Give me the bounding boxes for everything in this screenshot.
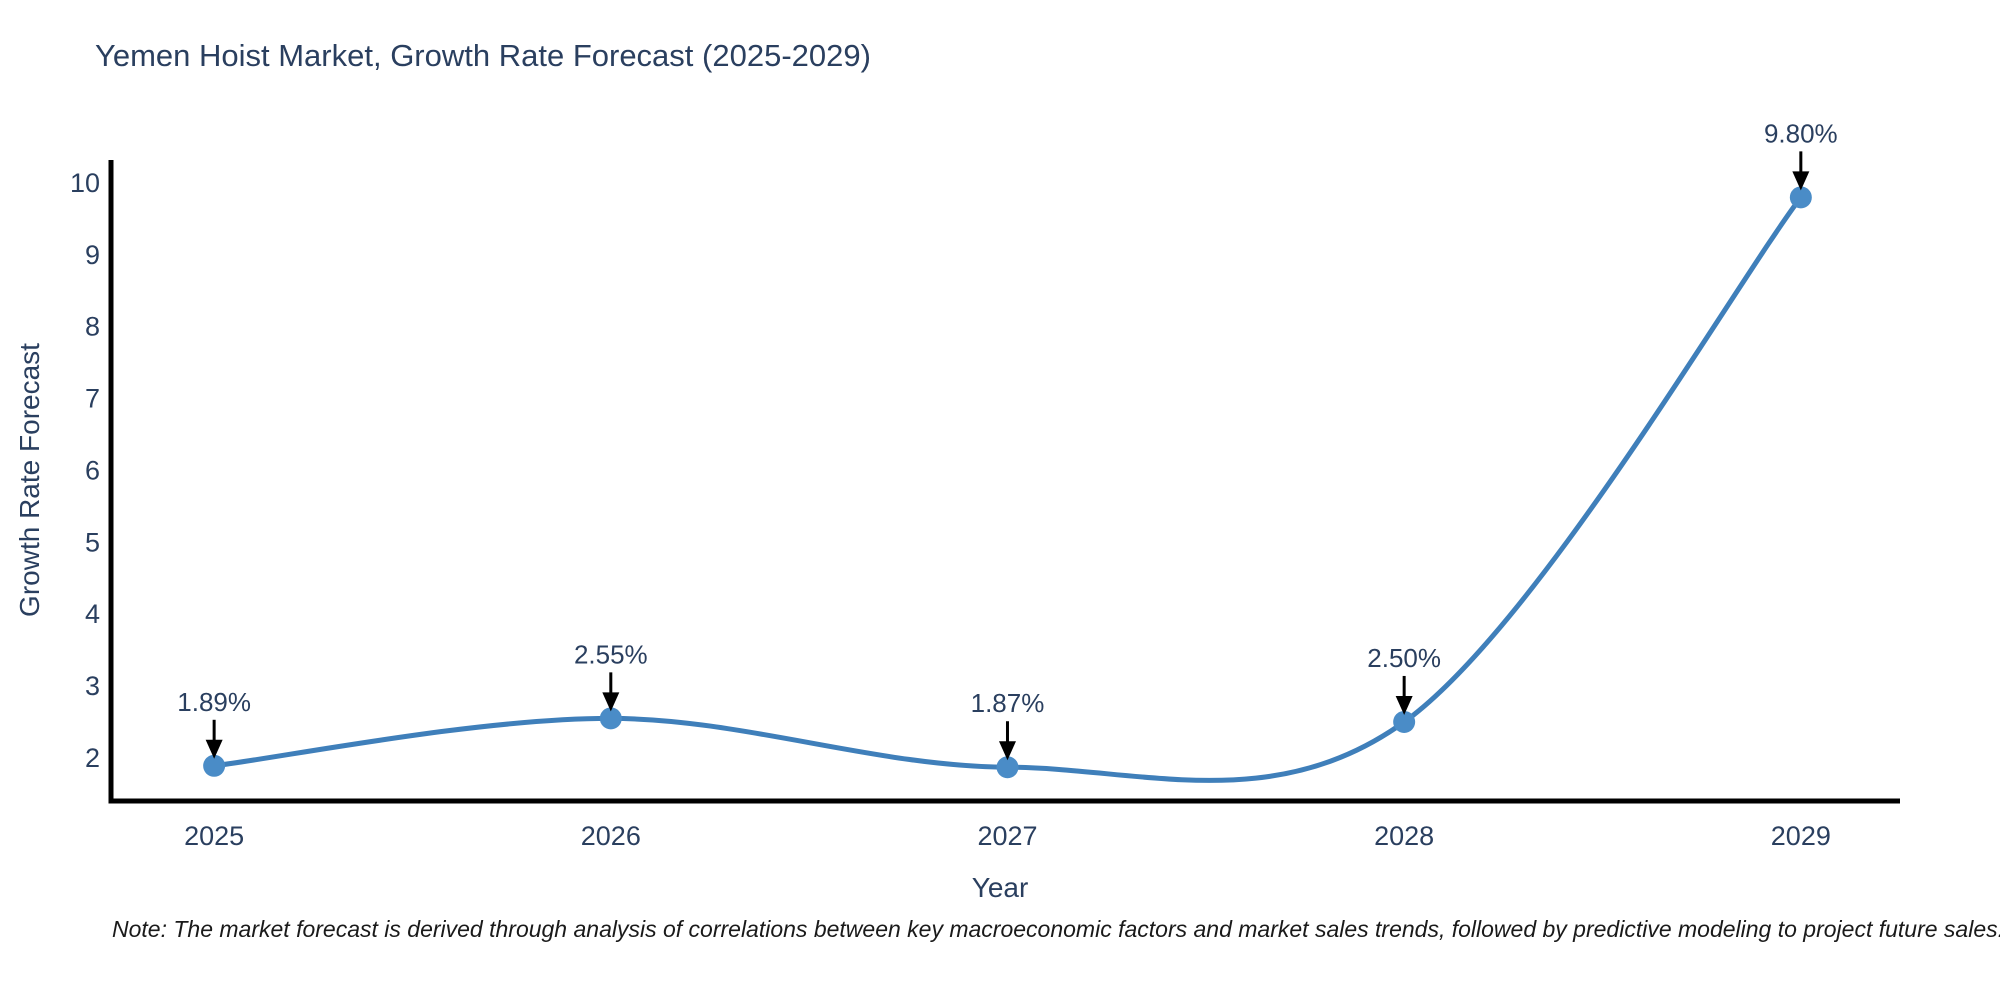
annotation-arrowhead-icon <box>205 739 223 759</box>
point-annotation-label: 2.55% <box>574 639 648 669</box>
point-annotation-label: 9.80% <box>1764 118 1838 148</box>
y-tick-label: 6 <box>85 455 100 485</box>
data-point <box>1789 186 1812 209</box>
annotation-arrowhead-icon <box>1395 695 1413 715</box>
y-tick-label: 3 <box>85 671 100 701</box>
data-point <box>1393 710 1416 733</box>
x-tick-label: 2025 <box>184 821 244 851</box>
annotation-arrowhead-icon <box>602 692 620 712</box>
point-annotation-label: 1.87% <box>971 688 1045 718</box>
y-tick-label: 4 <box>85 599 100 629</box>
x-tick-label: 2028 <box>1374 821 1434 851</box>
data-point <box>996 756 1019 779</box>
y-tick-label: 10 <box>70 168 100 198</box>
y-tick-label: 9 <box>85 240 100 270</box>
data-point <box>599 707 622 730</box>
annotation-arrowhead-icon <box>1792 171 1810 191</box>
y-tick-label: 8 <box>85 312 100 342</box>
series-line <box>211 194 1804 783</box>
x-axis-title: Year <box>971 872 1029 903</box>
x-tick-label: 2029 <box>1771 821 1831 851</box>
annotation-arrowhead-icon <box>998 741 1016 761</box>
data-point <box>203 754 226 777</box>
y-tick-label: 7 <box>85 384 100 414</box>
point-annotation-label: 1.89% <box>177 687 251 717</box>
point-annotation-label: 2.50% <box>1367 643 1441 673</box>
y-tick-label: 2 <box>85 743 100 773</box>
chart-title: Yemen Hoist Market, Growth Rate Forecast… <box>95 38 871 73</box>
y-tick-label: 5 <box>85 527 100 557</box>
x-tick-label: 2026 <box>581 821 641 851</box>
x-tick-label: 2027 <box>977 821 1037 851</box>
footnote: Note: The market forecast is derived thr… <box>112 916 2000 942</box>
